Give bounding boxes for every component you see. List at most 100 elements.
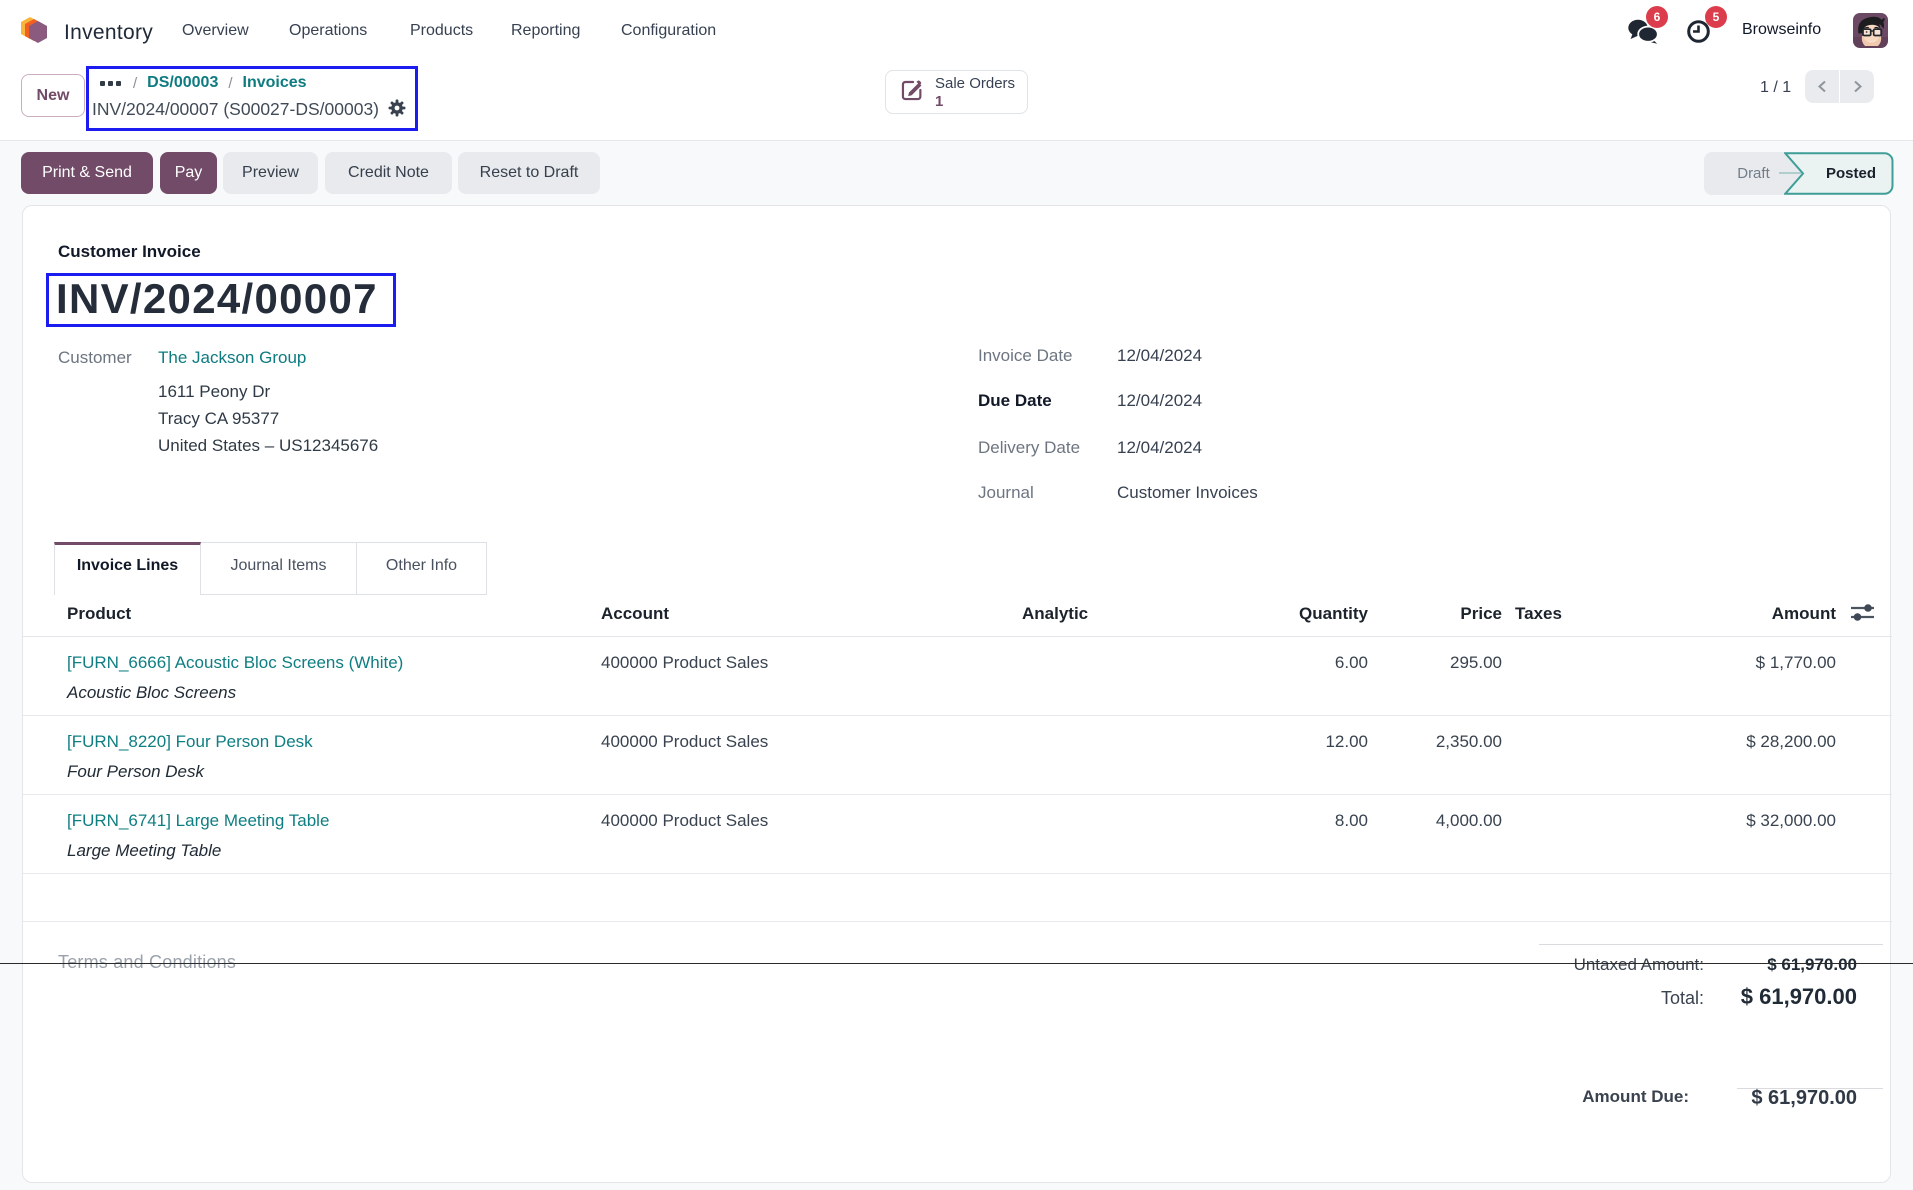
- account-cell[interactable]: 400000 Product Sales: [601, 811, 769, 830]
- tab-invoice-lines[interactable]: Invoice Lines: [54, 542, 201, 595]
- new-button[interactable]: New: [21, 74, 85, 117]
- untaxed-amount-value: $ 61,970.00: [1767, 955, 1857, 974]
- invoice-line-row[interactable]: [FURN_8220] Four Person Desk Four Person…: [23, 716, 1892, 795]
- analytic-cell[interactable]: [1022, 716, 1093, 794]
- invoice-number: INV/2024/00007: [56, 275, 378, 322]
- top-navbar: Inventory Overview Operations Products R…: [0, 0, 1913, 62]
- nav-configuration[interactable]: Configuration: [621, 22, 717, 39]
- address-city: Tracy CA 95377: [158, 409, 280, 428]
- breadcrumb-sale-order-link[interactable]: DS/00003: [147, 74, 219, 91]
- price-cell[interactable]: 2,350.00: [1435, 732, 1502, 751]
- breadcrumb-path-row: / DS/00003 / Invoices: [100, 70, 406, 96]
- sale-orders-texts: Sale Orders 1: [935, 76, 1015, 109]
- col-header-account[interactable]: Account: [601, 604, 669, 623]
- field-invoice-date: Invoice Date 12/04/2024: [978, 346, 1678, 368]
- journal-value[interactable]: Customer Invoices: [1117, 483, 1258, 502]
- credit-note-button[interactable]: Credit Note: [325, 152, 452, 194]
- tab-journal-items[interactable]: Journal Items: [201, 542, 357, 595]
- pager-counter: 1 / 1: [1760, 79, 1792, 96]
- optional-columns-icon[interactable]: [1836, 595, 1892, 623]
- invoice-line-row[interactable]: [FURN_6741] Large Meeting Table Large Me…: [23, 795, 1892, 874]
- invoice-sheet: Customer Invoice INV/2024/00007 Customer…: [22, 205, 1892, 1183]
- total-label: Total:: [1660, 988, 1704, 1008]
- total-row: Total: $ 61,970.00: [1539, 984, 1883, 1010]
- breadcrumb: / DS/00003 / Invoices INV/2024/00007 (S0…: [92, 70, 406, 120]
- col-header-analytic[interactable]: Analytic: [1022, 604, 1089, 623]
- total-value: $ 61,970.00: [1740, 984, 1857, 1009]
- analytic-cell[interactable]: [1022, 795, 1093, 873]
- row-icon-spacer: [1836, 637, 1892, 715]
- col-header-price[interactable]: Price: [1460, 604, 1502, 623]
- activities-count-badge[interactable]: 5: [1705, 6, 1727, 28]
- amount-due-value: $ 61,970.00: [1751, 1087, 1857, 1109]
- taxes-cell[interactable]: [1502, 716, 1615, 794]
- amount-cell: $ 32,000.00: [1746, 811, 1836, 830]
- account-cell[interactable]: 400000 Product Sales: [601, 653, 769, 672]
- nav-overview[interactable]: Overview: [182, 22, 249, 39]
- product-link[interactable]: [FURN_6666] Acoustic Bloc Screens (White…: [67, 653, 404, 672]
- analytic-cell[interactable]: [1022, 637, 1093, 715]
- product-description: Acoustic Bloc Screens: [67, 683, 237, 702]
- status-arrow-shape: [1782, 152, 1894, 195]
- nav-operations[interactable]: Operations: [289, 22, 368, 39]
- nav-products[interactable]: Products: [410, 22, 474, 39]
- product-link[interactable]: [FURN_8220] Four Person Desk: [67, 732, 313, 751]
- avatar[interactable]: [1853, 13, 1888, 48]
- terms-and-conditions-placeholder[interactable]: Terms and Conditions: [58, 952, 237, 972]
- col-header-quantity[interactable]: Quantity: [1299, 604, 1368, 623]
- breadcrumb-invoices-link[interactable]: Invoices: [242, 74, 307, 91]
- status-posted[interactable]: Posted: [1782, 152, 1894, 195]
- app-brand[interactable]: Inventory: [21, 15, 153, 51]
- field-delivery-date: Delivery Date 12/04/2024: [978, 438, 1678, 460]
- breadcrumb-separator: /: [133, 74, 138, 92]
- field-journal: Journal Customer Invoices: [978, 483, 1678, 505]
- col-header-amount[interactable]: Amount: [1771, 604, 1836, 623]
- nav-reporting[interactable]: Reporting: [511, 22, 581, 39]
- price-cell[interactable]: 295.00: [1450, 653, 1502, 672]
- taxes-cell[interactable]: [1502, 637, 1615, 715]
- amount-due-divider: [1737, 1088, 1883, 1089]
- user-menu[interactable]: Browseinfo: [1742, 21, 1822, 38]
- chevron-right-icon: [1853, 80, 1862, 93]
- empty-line-row[interactable]: [23, 874, 1892, 922]
- pay-button[interactable]: Pay: [160, 152, 217, 194]
- pager-previous-button[interactable]: [1805, 70, 1840, 103]
- totals-block: Untaxed Amount: $ 61,970.00 Total: $ 61,…: [1539, 944, 1883, 1010]
- quantity-cell[interactable]: 12.00: [1325, 732, 1368, 751]
- quantity-cell[interactable]: 6.00: [1334, 653, 1368, 672]
- status-draft[interactable]: Draft: [1704, 152, 1803, 195]
- journal-label: Journal: [978, 483, 1034, 502]
- invoice-date-value[interactable]: 12/04/2024: [1117, 346, 1203, 365]
- col-header-taxes[interactable]: Taxes: [1515, 604, 1562, 623]
- quantity-cell[interactable]: 8.00: [1334, 811, 1368, 830]
- messages-icon[interactable]: [1628, 19, 1659, 51]
- account-cell[interactable]: 400000 Product Sales: [601, 732, 769, 751]
- print-and-send-button[interactable]: Print & Send: [21, 152, 153, 194]
- delivery-date-value[interactable]: 12/04/2024: [1117, 438, 1203, 457]
- sale-orders-label: Sale Orders: [935, 74, 1016, 92]
- invoice-lines-table: Product Account Analytic Quantity Price …: [23, 595, 1892, 922]
- invoice-line-row[interactable]: [FURN_6666] Acoustic Bloc Screens (White…: [23, 637, 1892, 716]
- messages-count-badge[interactable]: 6: [1646, 6, 1668, 28]
- price-cell[interactable]: 4,000.00: [1435, 811, 1502, 830]
- pager-next-button[interactable]: [1840, 70, 1875, 103]
- sale-orders-stat-button[interactable]: Sale Orders 1: [885, 70, 1028, 114]
- untaxed-amount-row: Untaxed Amount: $ 61,970.00: [1539, 955, 1883, 975]
- app-name[interactable]: Inventory: [64, 21, 154, 44]
- notebook-tabs: Invoice Lines Journal Items Other Info: [54, 542, 487, 595]
- product-link[interactable]: [FURN_6741] Large Meeting Table: [67, 811, 330, 830]
- customer-link[interactable]: The Jackson Group: [158, 348, 307, 367]
- due-date-value[interactable]: 12/04/2024: [1117, 391, 1203, 410]
- due-date-label: Due Date: [978, 391, 1052, 410]
- activities-clock-icon[interactable]: [1687, 20, 1710, 48]
- gear-icon[interactable]: [388, 99, 406, 120]
- breadcrumb-ellipsis-icon[interactable]: [100, 80, 121, 86]
- reset-to-draft-button[interactable]: Reset to Draft: [458, 152, 600, 194]
- col-header-product[interactable]: Product: [67, 604, 132, 623]
- taxes-cell[interactable]: [1502, 795, 1615, 873]
- sliders-icon: [1851, 604, 1874, 621]
- preview-button[interactable]: Preview: [223, 152, 318, 194]
- tab-other-info[interactable]: Other Info: [357, 542, 487, 595]
- pager: 1 / 1: [1760, 70, 1875, 103]
